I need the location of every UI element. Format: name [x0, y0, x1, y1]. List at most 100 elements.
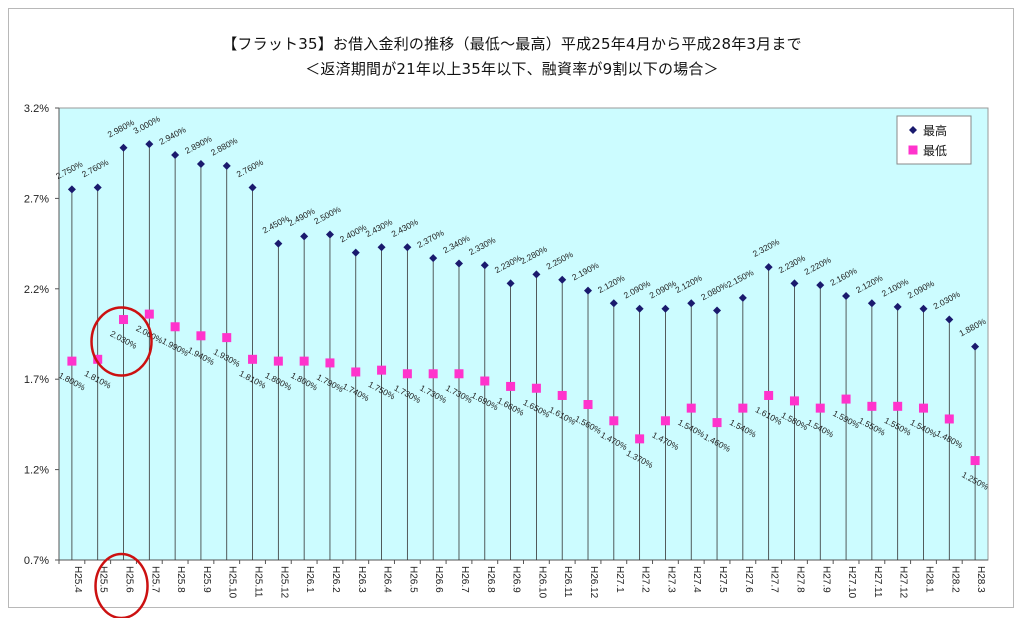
high-rate-marker	[325, 230, 334, 239]
x-tick-label: H25.7	[149, 566, 160, 593]
x-tick-label: H27.8	[794, 566, 805, 593]
low-rate-marker	[248, 354, 258, 364]
low-rate-marker	[119, 315, 129, 325]
x-tick-label: H26.7	[459, 566, 470, 593]
low-rate-marker	[660, 416, 670, 426]
x-tick-label: H26.2	[330, 566, 341, 593]
high-rate-marker	[635, 304, 644, 313]
x-tick-label: H25.6	[124, 566, 135, 593]
x-tick-label: H27.2	[640, 566, 651, 593]
low-rate-marker	[635, 434, 645, 444]
low-rate-marker	[299, 356, 309, 366]
high-rate-marker	[893, 302, 902, 311]
low-rate-marker	[557, 390, 567, 400]
low-rate-marker	[970, 456, 980, 466]
low-rate-marker	[273, 356, 283, 366]
x-tick-label: H26.5	[407, 566, 418, 593]
high-rate-marker	[274, 239, 283, 248]
low-rate-marker	[531, 383, 541, 393]
x-tick-label: H27.9	[820, 566, 831, 593]
high-rate-marker	[867, 299, 876, 308]
plot-area	[58, 107, 989, 561]
x-tick-label: H27.5	[717, 566, 728, 593]
low-rate-marker	[93, 354, 103, 364]
low-rate-marker	[712, 418, 722, 428]
low-rate-marker	[222, 333, 232, 343]
x-tick-label: H28.3	[975, 566, 986, 593]
legend-box	[896, 115, 972, 165]
high-rate-marker	[506, 279, 515, 288]
high-rate-marker	[429, 254, 438, 263]
x-tick-label: H28.2	[949, 566, 960, 593]
low-rate-marker	[686, 403, 696, 413]
highlight-circle-axis-label	[94, 552, 149, 618]
high-rate-marker	[919, 304, 928, 313]
high-rate-marker	[945, 315, 954, 324]
x-tick-label: H26.8	[485, 566, 496, 593]
legend-label-high: 最高	[923, 123, 947, 138]
low-rate-marker	[918, 403, 928, 413]
x-tick-label: H25.11	[253, 566, 264, 598]
x-axis: H25.4 H25.5 H25.6 H25.7 H25.8 H25.9 H25.10 H25.…	[58, 559, 988, 599]
low-rate-marker	[428, 369, 438, 379]
x-tick-label: H25.9	[201, 566, 212, 593]
high-rate-marker	[558, 275, 567, 284]
x-tick-label: H26.6	[433, 566, 444, 593]
x-tick-label: H27.10	[846, 566, 857, 599]
high-rate-marker	[196, 160, 205, 169]
high-rate-marker	[222, 161, 231, 170]
high-rate-marker	[119, 143, 128, 152]
x-tick-label: H25.5	[98, 566, 109, 593]
high-rate-marker	[532, 270, 541, 279]
highlight-circles	[90, 306, 153, 618]
low-rate-marker	[764, 390, 774, 400]
low-rate-marker	[609, 416, 619, 426]
y-tick-label: 2.7%	[24, 193, 49, 205]
high-rate-marker	[480, 261, 489, 270]
high-rate-marker	[738, 293, 747, 302]
legend-marker-high	[909, 126, 917, 134]
low-rate-marker	[454, 369, 464, 379]
low-rate-marker	[480, 376, 490, 386]
high-rate-marker	[764, 263, 773, 272]
high-rate-marker	[351, 248, 360, 257]
legend-marker-low	[908, 145, 918, 155]
x-tick-label: H27.3	[665, 566, 676, 593]
x-tick-label: H25.4	[72, 566, 83, 593]
x-tick-label: H27.11	[872, 566, 883, 598]
high-rate-marker	[145, 140, 154, 149]
low-rate-marker	[944, 414, 954, 424]
chart-subtitle: ＜返済期間が21年以上35年以下、融資率が9割以下の場合＞	[305, 60, 719, 78]
x-tick-label: H26.10	[536, 566, 547, 599]
low-rate-marker	[351, 367, 361, 377]
high-rate-marker	[171, 151, 180, 160]
low-rate-marker	[67, 356, 77, 366]
high-rate-marker	[584, 286, 593, 295]
high-rate-marker	[454, 259, 463, 268]
x-tick-label: H26.11	[562, 566, 573, 598]
y-tick-label: 1.7%	[24, 374, 49, 386]
low-rate-marker	[893, 401, 903, 411]
high-rate-marker	[971, 342, 980, 351]
y-tick-label: 2.2%	[24, 284, 49, 296]
data-marks	[67, 140, 980, 466]
high-rate-marker	[248, 183, 257, 192]
high-rate-marker	[403, 243, 412, 252]
low-rate-marker	[583, 400, 593, 410]
x-tick-label: H26.1	[304, 566, 315, 593]
high-rate-marker	[687, 299, 696, 308]
x-tick-label: H25.8	[175, 566, 186, 593]
x-tick-label: H26.9	[511, 566, 522, 593]
high-rate-marker	[713, 306, 722, 315]
x-tick-label: H26.3	[356, 566, 367, 593]
low-rate-marker	[867, 401, 877, 411]
y-tick-label: 3.2%	[24, 103, 49, 115]
range-connectors	[71, 144, 976, 560]
chart-title: 【フラット35】お借入金利の推移（最低～最高）平成25年4月から平成28年3月ま…	[222, 35, 802, 53]
high-rate-marker	[377, 243, 386, 252]
low-rate-marker	[841, 394, 851, 404]
low-rate-marker	[506, 381, 516, 391]
y-tick-label: 0.7%	[24, 555, 49, 567]
x-tick-label: H26.12	[588, 566, 599, 599]
